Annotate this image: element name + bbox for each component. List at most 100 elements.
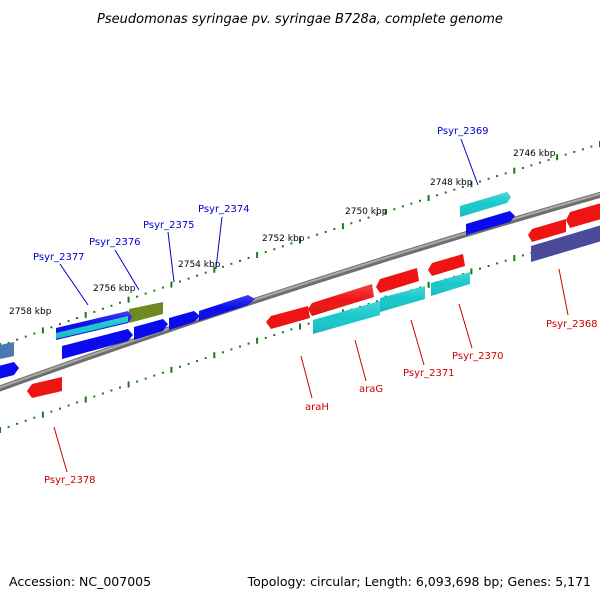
gene-labels-upper: Psyr_2369 Psyr_2374 Psyr_2375 Psyr_2376 … [33, 126, 489, 306]
upper-minor-tick [153, 289, 156, 292]
gene-psyr-2376-lower[interactable] [134, 319, 168, 340]
lower-minor-tick [247, 342, 250, 345]
genome-backbone-highlight [0, 192, 600, 389]
upper-minor-tick [367, 216, 370, 219]
upper-minor-tick [479, 180, 481, 183]
upper-minor-tick [7, 341, 10, 344]
lower-minor-tick [496, 262, 499, 265]
gene-label-psyr-2374[interactable]: Psyr_2374 [198, 204, 250, 215]
lower-minor-tick [161, 371, 164, 374]
gene-psyr-2368-navy[interactable] [531, 224, 600, 262]
leader-psyr-2369 [460, 138, 479, 186]
lower-major-tick [427, 281, 430, 288]
scale-label-2752: 2752 kbp [262, 234, 305, 244]
upper-major-tick [513, 167, 516, 174]
gene-label-psyr-2369[interactable]: Psyr_2369 [437, 126, 489, 137]
gene-label-psyr-2376[interactable]: Psyr_2376 [89, 237, 141, 248]
leader-psyr-2371 [410, 319, 425, 366]
leader-arah [300, 355, 313, 399]
upper-minor-tick [93, 310, 96, 313]
gene-psyr-2368[interactable] [528, 219, 566, 242]
leader-psyr-2376 [114, 249, 140, 291]
gene-psyr-2371-red[interactable] [376, 268, 419, 293]
upper-minor-tick [196, 274, 199, 277]
upper-minor-tick [401, 205, 404, 208]
lower-minor-tick [16, 422, 19, 425]
lower-minor-tick [67, 404, 70, 407]
upper-minor-tick [547, 158, 550, 161]
upper-minor-tick [581, 148, 584, 151]
gene-label-psyr-2371[interactable]: Psyr_2371 [403, 368, 455, 379]
lower-major-tick [513, 255, 516, 262]
upper-minor-tick [230, 262, 233, 265]
gene-arah[interactable] [266, 306, 310, 329]
gene-label-psyr-2378[interactable]: Psyr_2378 [44, 475, 96, 486]
lower-minor-tick [221, 351, 224, 354]
upper-minor-tick [316, 233, 319, 236]
gene-psyr-2377-lower[interactable] [62, 329, 133, 359]
upper-minor-tick [101, 307, 104, 310]
lower-major-tick [41, 411, 44, 418]
upper-major-tick [170, 281, 173, 288]
upper-minor-tick [453, 188, 456, 191]
lower-minor-tick [136, 380, 139, 383]
lower-major-tick [84, 396, 87, 403]
gene-left-blue[interactable] [0, 362, 19, 380]
upper-major-tick [256, 252, 259, 258]
upper-minor-tick [264, 251, 267, 254]
leader-psyr-2377 [59, 263, 89, 306]
lower-major-tick [470, 268, 473, 275]
upper-minor-tick [179, 280, 181, 283]
scale-labels: 2746 kbp 2748 kbp 2750 kbp 2752 kbp 2754… [9, 149, 556, 317]
upper-minor-tick [393, 208, 396, 211]
upper-minor-tick [564, 153, 567, 156]
tick-row-upper [0, 141, 600, 349]
leader-arag [354, 339, 367, 382]
gene-left-steel[interactable] [0, 342, 14, 360]
upper-minor-tick [350, 222, 353, 225]
scale-label-2756: 2756 kbp [93, 284, 136, 294]
gene-psyr-2375[interactable] [169, 311, 200, 330]
lower-major-tick [256, 337, 259, 344]
upper-minor-tick [247, 256, 250, 259]
upper-minor-tick [119, 301, 121, 304]
lower-minor-tick [144, 377, 147, 380]
upper-minor-tick [410, 202, 413, 205]
upper-major-tick [299, 237, 301, 244]
upper-minor-tick [187, 277, 190, 280]
scale-label-2758: 2758 kbp [9, 307, 52, 317]
gene-label-psyr-2368[interactable]: Psyr_2368 [546, 319, 598, 330]
upper-major-tick [41, 327, 44, 334]
upper-minor-tick [590, 145, 593, 148]
gene-psyr-2376[interactable] [129, 302, 163, 323]
genes-reverse [27, 202, 600, 398]
genome-summary-text: Topology: circular; Length: 6,093,698 bp… [247, 574, 591, 589]
gene-label-arah[interactable]: araH [305, 402, 329, 413]
upper-minor-tick [333, 228, 336, 230]
upper-minor-tick [76, 317, 79, 319]
lower-minor-tick [239, 345, 241, 348]
upper-minor-tick [573, 150, 576, 153]
gene-psyr-2378[interactable] [27, 377, 62, 398]
gene-psyr-2370-red[interactable] [428, 254, 465, 276]
upper-minor-tick [273, 248, 276, 251]
lower-minor-tick [187, 362, 190, 365]
lower-minor-tick [273, 334, 276, 336]
lower-major-tick [170, 366, 173, 373]
upper-major-tick [556, 154, 559, 161]
gene-label-arag[interactable]: araG [359, 384, 383, 395]
lower-minor-tick [487, 265, 490, 267]
gene-label-psyr-2370[interactable]: Psyr_2370 [452, 351, 504, 362]
leader-psyr-2368 [558, 268, 569, 316]
gene-psyr-2369-lower[interactable] [466, 211, 515, 235]
gene-label-psyr-2375[interactable]: Psyr_2375 [143, 220, 195, 231]
lower-minor-tick [179, 365, 181, 368]
gene-label-psyr-2377[interactable]: Psyr_2377 [33, 252, 85, 263]
gene-right-red-top[interactable] [566, 202, 600, 228]
upper-minor-tick [281, 245, 284, 248]
upper-major-tick [213, 266, 216, 273]
upper-minor-tick [144, 292, 147, 295]
lower-minor-tick [24, 419, 27, 422]
upper-minor-tick [239, 259, 241, 262]
upper-minor-tick [461, 186, 464, 188]
